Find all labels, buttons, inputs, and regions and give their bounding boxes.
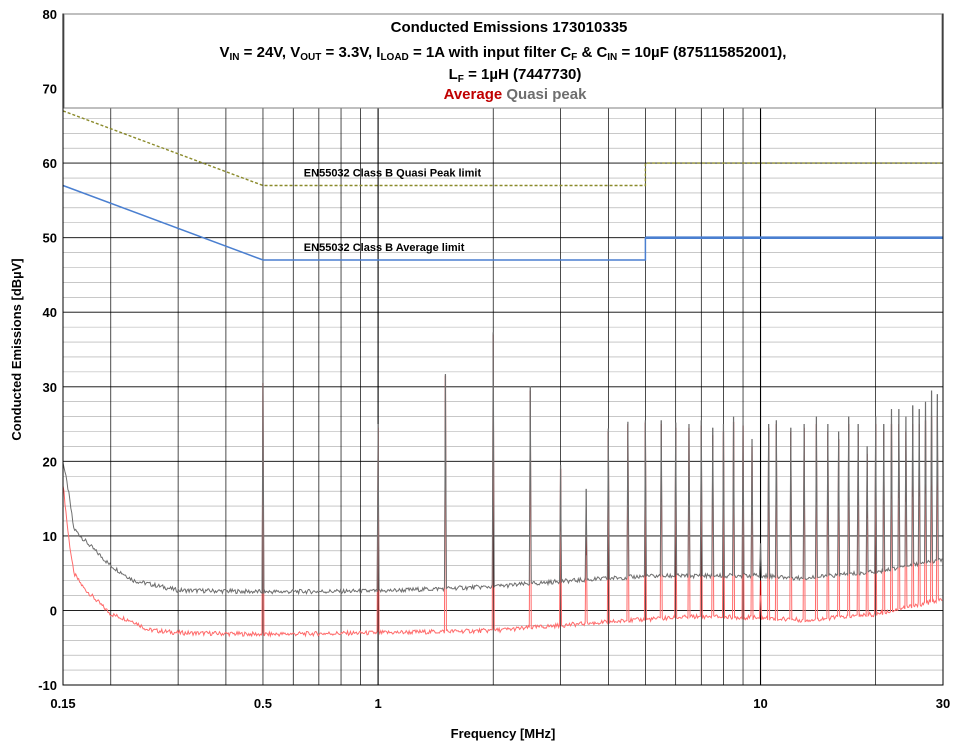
chart-subtitle-line2: LF = 1µH (7447730) [449,66,582,85]
y-tick-label: -10 [38,678,57,693]
y-tick-label: 10 [43,529,57,544]
y-tick-label: 80 [43,7,57,22]
limit-lines [62,110,943,261]
y-tick-label: 30 [43,380,57,395]
legend: Average Quasi peak [444,86,588,103]
y-tick-label: 50 [43,231,57,246]
limit-annotation: EN55032 Class B Average limit [304,242,465,254]
y-axis-label: Conducted Emissions [dBµV] [9,258,24,440]
series-average-line [62,334,943,638]
x-tick-label: 0.15 [50,696,75,711]
y-tick-label: 0 [50,603,57,618]
grid [63,13,943,686]
x-axis-label: Frequency [MHz] [451,726,556,741]
x-tick-label: 0.5 [254,696,272,711]
series-lines [62,332,943,638]
tick-labels: -10 0 10 20 30 40 50 60 70 80 0.15 0.5 1 10 30 [38,7,950,711]
y-tick-label: 70 [43,82,57,97]
chart-title: Conducted Emissions 173010335 [391,19,628,36]
title-background [63,13,943,109]
legend-item: Average [444,86,503,103]
annotations: EN55032 Class B Quasi Peak limit EN55032 … [304,168,482,255]
y-tick-label: 60 [43,156,57,171]
chart-subtitle-line1: VIN = 24V, VOUT = 3.3V, ILOAD = 1A with … [220,44,787,63]
limit-line [62,110,943,187]
y-tick-label: 20 [43,454,57,469]
x-tick-label: 1 [374,696,381,711]
x-tick-label: 30 [936,696,950,711]
title-box: Conducted Emissions 173010335 VIN = 24V,… [63,13,943,109]
legend-item: Quasi peak [502,86,587,103]
limit-annotation: EN55032 Class B Quasi Peak limit [304,168,482,180]
series-quasi-peak-line [62,332,943,596]
y-tick-label: 40 [43,305,57,320]
x-tick-label: 10 [753,696,767,711]
plot-frame [62,13,944,686]
